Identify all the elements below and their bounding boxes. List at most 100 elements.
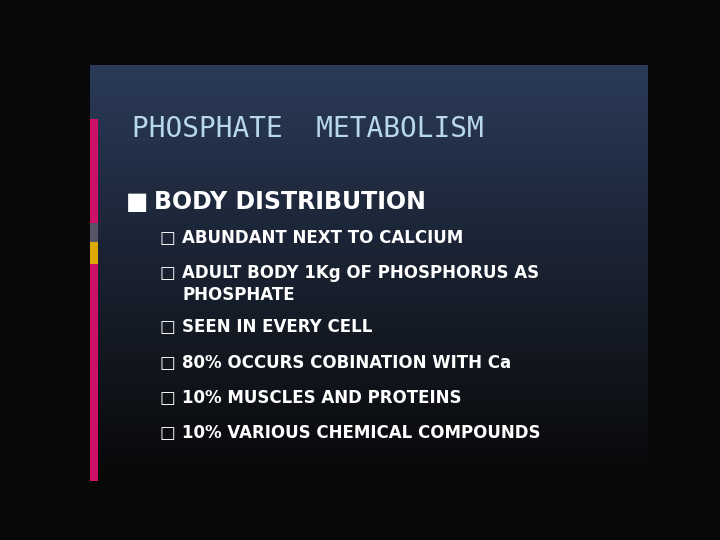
Bar (90, 103, 648, 106)
Bar (90, 300, 648, 304)
Text: ABUNDANT NEXT TO CALCIUM: ABUNDANT NEXT TO CALCIUM (182, 229, 464, 247)
Bar (90, 241, 98, 265)
Bar (90, 453, 648, 456)
Bar (90, 325, 648, 328)
Bar (90, 68, 648, 72)
Bar (90, 200, 648, 204)
Bar (90, 106, 648, 110)
Bar (90, 449, 648, 453)
Bar (90, 346, 648, 349)
Bar (90, 318, 648, 321)
Bar (90, 269, 648, 273)
Bar (90, 314, 648, 318)
Bar (90, 124, 648, 127)
Bar (90, 193, 648, 197)
Bar (90, 342, 648, 346)
Text: □: □ (160, 389, 176, 407)
Bar (90, 429, 648, 432)
Bar (90, 179, 648, 183)
Bar (90, 373, 648, 377)
Bar (90, 158, 648, 162)
Bar (90, 353, 648, 356)
Bar (90, 96, 648, 99)
Bar (90, 311, 648, 314)
Bar (90, 127, 648, 131)
Bar (90, 380, 648, 383)
Bar (90, 266, 648, 269)
Bar (90, 110, 648, 113)
Bar (90, 401, 648, 404)
Bar (90, 131, 648, 134)
Text: ADULT BODY 1Kg OF PHOSPHORUS AS
PHOSPHATE: ADULT BODY 1Kg OF PHOSPHORUS AS PHOSPHAT… (182, 265, 539, 304)
Bar (90, 415, 648, 418)
Bar (90, 408, 648, 411)
Text: PHOSPHATE  METABOLISM: PHOSPHATE METABOLISM (132, 114, 484, 143)
Bar (90, 328, 648, 332)
Bar (90, 359, 648, 363)
Bar (90, 162, 648, 165)
Bar (90, 138, 648, 141)
Bar (90, 89, 648, 92)
Bar (90, 197, 648, 200)
Text: □: □ (160, 265, 176, 282)
Text: □: □ (160, 319, 176, 336)
Bar (90, 224, 648, 228)
Bar (90, 470, 648, 474)
Bar (90, 422, 648, 425)
Bar (90, 92, 648, 96)
Bar (90, 339, 648, 342)
Bar (90, 120, 648, 124)
Bar (90, 446, 648, 449)
Bar (90, 151, 648, 155)
Bar (90, 223, 98, 241)
Bar (90, 290, 648, 294)
Bar (90, 411, 648, 415)
Bar (90, 85, 648, 89)
Bar (90, 474, 648, 477)
Bar (90, 255, 648, 259)
Bar (90, 304, 648, 307)
Bar (90, 228, 648, 231)
Bar (90, 262, 648, 266)
Bar (90, 467, 648, 470)
Bar (90, 349, 648, 353)
Bar (90, 377, 648, 380)
Bar (90, 383, 648, 387)
Bar (90, 238, 648, 241)
Bar (90, 190, 648, 193)
Text: □: □ (160, 424, 176, 442)
Text: ■: ■ (126, 190, 148, 213)
Bar (90, 217, 648, 221)
Bar (90, 425, 648, 429)
Bar (90, 335, 648, 339)
Text: □: □ (160, 229, 176, 247)
Bar (90, 363, 648, 366)
Bar (90, 418, 648, 422)
Bar (90, 280, 648, 283)
Bar (90, 394, 648, 397)
Bar (90, 65, 648, 68)
Bar (90, 332, 648, 335)
Bar (90, 155, 648, 158)
Bar (90, 214, 648, 217)
Bar (90, 211, 648, 214)
Bar (90, 117, 648, 120)
Bar (90, 456, 648, 460)
Bar (90, 390, 648, 394)
Bar (90, 252, 648, 255)
Text: BODY DISTRIBUTION: BODY DISTRIBUTION (154, 190, 426, 213)
Bar (90, 370, 648, 373)
Bar (90, 297, 648, 300)
Text: SEEN IN EVERY CELL: SEEN IN EVERY CELL (182, 319, 372, 336)
Bar (90, 248, 648, 252)
Bar (90, 183, 648, 186)
Bar (90, 259, 648, 262)
Text: 10% MUSCLES AND PROTEINS: 10% MUSCLES AND PROTEINS (182, 389, 462, 407)
Bar (90, 436, 648, 439)
Bar (90, 99, 648, 103)
Bar (90, 283, 648, 287)
Bar (90, 176, 648, 179)
Bar (90, 234, 648, 238)
Bar (90, 265, 98, 481)
Bar (90, 72, 648, 75)
